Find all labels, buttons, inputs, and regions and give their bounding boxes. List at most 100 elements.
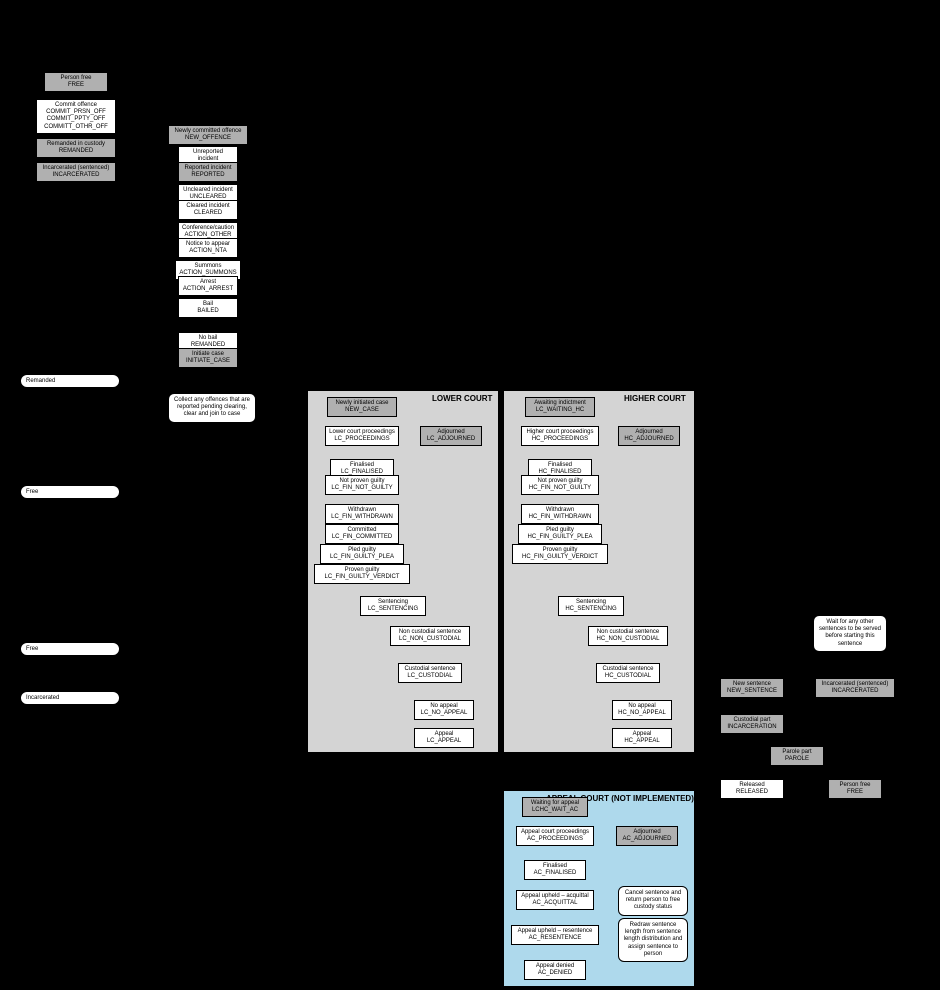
node-lc-no-appeal: No appealLC_NO_APPEAL [414,700,474,720]
node-title: Appeal upheld – acquittal [520,893,590,900]
node-ac-denied: Appeal deniedAC_DENIED [524,960,586,980]
node-new-sentence: New sentenceNEW_SENTENCE [720,678,784,698]
node-pill-free2: Free [20,642,120,656]
node-action-nta: Notice to appearACTION_NTA [178,238,238,258]
node-code: BAILED [182,308,234,315]
node-bailed: BailBAILED [178,298,238,318]
node-title: Pled guilty [522,527,598,534]
node-lc-appeal: AppealLC_APPEAL [414,728,474,748]
node-free1: Person freeFREE [44,72,108,92]
node-title: Finalised [528,863,582,870]
node-code: AC_PROCEEDINGS [520,836,590,843]
node-lc-guilty-plea: Pled guiltyLC_FIN_GUILTY_PLEA [320,544,404,564]
node-title: Lower court proceedings [329,429,395,436]
node-code: AC_RESENTENCE [515,935,595,942]
node-title: Incarcerated (sentenced) [40,165,112,172]
node-title: Not proven guilty [525,478,595,485]
node-title: No appeal [616,703,668,710]
node-title: Newly committed offence [172,128,244,135]
node-title: Summons [179,263,237,270]
node-cleared: Cleared incidentCLEARED [178,200,238,220]
node-title: Appeal denied [528,963,582,970]
node-code: RELEASED [724,789,780,796]
node-code: HC_NON_CUSTODIAL [592,636,664,643]
node-title: Cleared incident [182,203,234,210]
node-title: New sentence [724,681,780,688]
node-title: Bail [182,301,234,308]
node-code: FREE [832,789,878,796]
node-hc-non-custodial: Non custodial sentenceHC_NON_CUSTODIAL [588,626,668,646]
node-custodial-part: Custodial partINCARCERATION [720,714,784,734]
node-code: INCARCERATED [819,688,891,695]
node-title: Appeal upheld – resentence [515,928,595,935]
node-title: Released [724,782,780,789]
node-code: LC_ADJOURNED [424,436,478,443]
node-ac-proceedings: Appeal court proceedingsAC_PROCEEDINGS [516,826,594,846]
node-title: Newly initiated case [331,400,393,407]
node-lc-adjourned: AdjournedLC_ADJOURNED [420,426,482,446]
node-title: Conference/caution [182,225,234,232]
node-wait-other: Wait for any other sentences to be serve… [813,615,887,652]
node-free2: Person freeFREE [828,779,882,799]
node-hc-guilty-plea: Pled guiltyHC_FIN_GUILTY_PLEA [518,524,602,544]
node-title: Adjourned [622,429,676,436]
node-code: AC_DENIED [528,970,582,977]
node-pill-remanded: Remanded [20,374,120,388]
node-hc-no-appeal: No appealHC_NO_APPEAL [612,700,672,720]
node-title: No appeal [418,703,470,710]
node-code: LC_FIN_GUILTY_VERDICT [318,574,406,581]
node-lc-proceedings: Lower court proceedingsLC_PROCEEDINGS [325,426,399,446]
node-title: Commit offence [40,102,112,109]
node-code: COMMIT_PRSN_OFF [40,109,112,116]
node-title: Uncleared incident [182,187,234,194]
node-hc-guilty-verdict: Proven guiltyHC_FIN_GUILTY_VERDICT [512,544,608,564]
node-hc-proceedings: Higher court proceedingsHC_PROCEEDINGS [521,426,599,446]
node-code: HC_PROCEEDINGS [525,436,595,443]
node-parole-part: Parole partPAROLE [770,746,824,766]
node-ann-redraw: Redraw sentence length from sentence len… [618,918,688,962]
node-code: LC_SENTENCING [364,606,422,613]
node-title: Reported incident [182,165,234,172]
node-code: HC_FIN_WITHDRAWN [525,514,595,521]
node-lc-committed: CommittedLC_FIN_COMMITTED [325,524,399,544]
node-code: COMMIT_PPTY_OFF [40,116,112,123]
node-title: Appeal court proceedings [520,829,590,836]
node-hc-custodial: Custodial sentenceHC_CUSTODIAL [596,663,660,683]
node-hc-withdrawn: WithdrawnHC_FIN_WITHDRAWN [521,504,599,524]
node-code: INCARCERATED [40,172,112,179]
node-code: INCARCERATION [724,724,780,731]
node-title: Appeal [418,731,470,738]
node-code: ACTION_NTA [182,248,234,255]
region-label-higher-court: HIGHER COURT [624,394,686,403]
node-hc-sentencing: SentencingHC_SENTENCING [558,596,624,616]
node-code: CLEARED [182,210,234,217]
node-title: Proven guilty [318,567,406,574]
node-code: LC_WAITING_HC [529,407,591,414]
node-title: Adjourned [424,429,478,436]
node-title: Custodial sentence [600,666,656,673]
node-ann-cancel: Cancel sentence and return person to fre… [618,886,688,916]
edge-remanded-custody-new-offence [116,134,168,146]
node-code: LC_FIN_GUILTY_PLEA [324,554,400,561]
node-code: ACTION_ARREST [182,286,234,293]
node-code: HC_APPEAL [616,738,668,745]
node-code: FREE [48,82,104,89]
node-title: Non custodial sentence [394,629,466,636]
node-title: Pled guilty [324,547,400,554]
node-title: Custodial sentence [402,666,458,673]
edge-incarcerated1-new-offence [116,136,168,170]
node-ac-wait: Waiting for appealLCHC_WAIT_AC [522,797,588,817]
node-reported: Reported incidentREPORTED [178,162,238,182]
node-code: LC_NON_CUSTODIAL [394,636,466,643]
node-code: LC_FIN_COMMITTED [329,534,395,541]
node-code: AC_FINALISED [528,870,582,877]
node-ac-finalised: FinalisedAC_FINALISED [524,860,586,880]
node-title: Parole part [774,749,820,756]
node-commit-offence: Commit offenceCOMMIT_PRSN_OFFCOMMIT_PPTY… [36,99,116,134]
node-title: Awaiting indictment [529,400,591,407]
node-lc-not-guilty: Not proven guiltyLC_FIN_NOT_GUILTY [325,475,399,495]
node-code: HC_FIN_NOT_GUILTY [525,485,595,492]
node-code: AC_ACQUITTAL [520,900,590,907]
node-code: NEW_CASE [331,407,393,414]
node-code: HC_FIN_GUILTY_PLEA [522,534,598,541]
